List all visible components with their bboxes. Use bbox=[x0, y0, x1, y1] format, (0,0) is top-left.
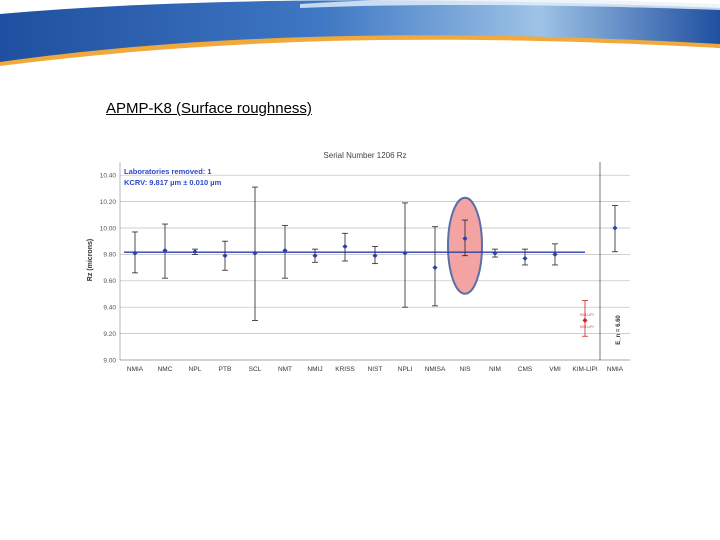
x-axis-category-labels: NMIA NMC NPL PTB SCL NMT NMIJ KRISS NIST NPLI NMIS… bbox=[127, 366, 624, 373]
category-label: NIST bbox=[368, 366, 383, 373]
y-tick-label: 9.80 bbox=[103, 252, 116, 259]
category-label: NMISA bbox=[425, 366, 446, 373]
data-point bbox=[312, 253, 318, 259]
y-axis-title: Rz (microns) bbox=[87, 239, 94, 281]
y-tick-label: 10.40 bbox=[100, 173, 117, 180]
data-point bbox=[462, 236, 468, 242]
banner-swoosh bbox=[0, 0, 720, 65]
chart-grid bbox=[119, 162, 630, 361]
en-side-label: E_n = 6.60 bbox=[616, 315, 622, 345]
category-label: NIS bbox=[460, 366, 472, 373]
data-point bbox=[372, 253, 378, 259]
data-point bbox=[252, 250, 258, 256]
data-point bbox=[282, 247, 288, 253]
chart-title: Serial Number 1206 Rz bbox=[323, 151, 406, 160]
category-label: SCL bbox=[249, 366, 262, 373]
slide-title: APMP-K8 (Surface roughness) bbox=[106, 100, 312, 117]
data-point bbox=[432, 265, 438, 271]
category-label: CMS bbox=[518, 366, 533, 373]
rz-comparison-chart: 10.40 10.20 10.00 9.80 9.60 9.40 9.20 9.00 NMIA… bbox=[87, 151, 630, 373]
category-label: KIM-LIPI bbox=[572, 366, 597, 373]
data-point bbox=[612, 225, 618, 231]
category-label: NMT bbox=[278, 366, 292, 373]
category-label: NMIA bbox=[127, 366, 144, 373]
kcrv-annotation: KCRV: 9.817 µm ± 0.010 µm bbox=[124, 178, 222, 187]
y-tick-label: 10.20 bbox=[100, 199, 117, 206]
category-label: NPLI bbox=[398, 366, 413, 373]
y-axis-tick-labels: 10.40 10.20 10.00 9.80 9.60 9.40 9.20 9.00 bbox=[100, 173, 117, 365]
banner-accent-stripe bbox=[0, 35, 720, 66]
data-point bbox=[342, 243, 348, 250]
y-tick-label: 9.40 bbox=[103, 305, 116, 312]
banner-highlight bbox=[300, 0, 720, 10]
data-points bbox=[132, 225, 618, 323]
category-label: NMIA bbox=[607, 366, 624, 373]
y-tick-label: 9.00 bbox=[103, 357, 116, 364]
data-point bbox=[192, 249, 198, 255]
data-point bbox=[222, 253, 228, 259]
category-label: PTB bbox=[219, 366, 232, 373]
removed-note-bottom: KIM-LIPI bbox=[580, 325, 594, 329]
labs-removed-annotation: Laboratories removed: 1 bbox=[124, 167, 212, 176]
removed-note-top: KIM-LIPI bbox=[580, 313, 594, 317]
data-point bbox=[402, 250, 408, 256]
y-tick-label: 9.20 bbox=[103, 331, 116, 338]
data-point bbox=[522, 255, 528, 261]
error-bars bbox=[132, 186, 618, 337]
category-label: VMI bbox=[549, 366, 561, 373]
y-tick-label: 10.00 bbox=[100, 225, 117, 232]
header-banner bbox=[0, 0, 720, 66]
data-point bbox=[162, 247, 168, 253]
category-label: NMC bbox=[158, 366, 173, 373]
data-point bbox=[492, 250, 498, 256]
category-label: NIM bbox=[489, 366, 501, 373]
y-tick-label: 9.60 bbox=[103, 278, 116, 285]
category-label: NPL bbox=[189, 366, 202, 373]
category-label: NMIJ bbox=[307, 366, 322, 373]
data-point bbox=[582, 317, 588, 323]
category-label: KRISS bbox=[335, 366, 355, 373]
data-point bbox=[132, 250, 138, 256]
